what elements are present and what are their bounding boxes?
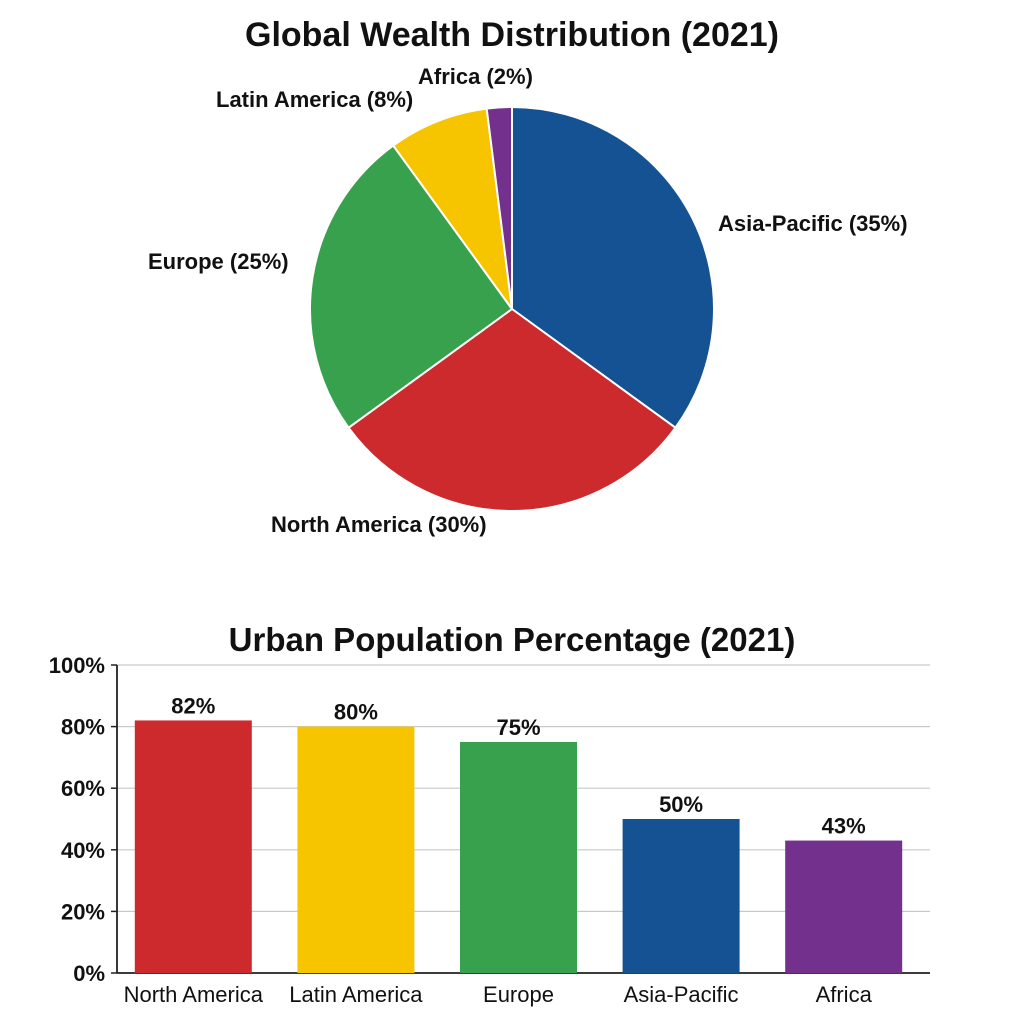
- bar-north-america: [134, 720, 252, 973]
- x-category-label: Europe: [483, 982, 554, 1007]
- pie-slice-africa: [485, 105, 513, 310]
- pie-slice-label: Asia-Pacific (35%): [718, 211, 908, 236]
- pie-chart-title: Global Wealth Distribution (2021): [245, 16, 779, 54]
- pie-slice-label: North America (30%): [271, 512, 487, 537]
- bar-latin-america: [297, 726, 415, 973]
- y-tick-label: 40%: [61, 838, 105, 863]
- pie-slice-label: Africa (2%): [418, 64, 533, 89]
- bar-chart-title: Urban Population Percentage (2021): [228, 621, 796, 658]
- x-category-label: Latin America: [289, 982, 423, 1007]
- bar-value-label: 50%: [659, 792, 703, 817]
- y-tick-label: 80%: [61, 715, 105, 740]
- bar-value-label: 82%: [171, 693, 215, 718]
- x-category-label: North America: [124, 982, 264, 1007]
- bar-value-label: 80%: [334, 700, 378, 725]
- pie-slice-latin-america: [391, 107, 513, 310]
- bar-asia-pacific: [622, 819, 740, 973]
- pie-slice-label: Europe (25%): [148, 249, 289, 274]
- y-tick-label: 20%: [61, 899, 105, 924]
- y-tick-label: 100%: [49, 653, 105, 678]
- pie-slice-asia-pacific: [511, 105, 715, 430]
- pie-chart: Asia-Pacific (35%) North America (30%) Eur…: [148, 64, 908, 537]
- bar-africa: [785, 840, 903, 973]
- bar-chart: 0% 20% 40% 60% 80% 100% 82% North America 80% Lat…: [49, 653, 930, 1007]
- pie-slice-label: Latin America (8%): [216, 87, 413, 112]
- y-tick-label: 60%: [61, 776, 105, 801]
- bar-europe: [460, 742, 577, 973]
- pie-slice-europe: [309, 144, 514, 430]
- bar-value-label: 43%: [822, 814, 866, 839]
- x-category-label: Asia-Pacific: [624, 982, 739, 1007]
- x-category-label: Africa: [816, 982, 873, 1007]
- y-tick-label: 0%: [73, 961, 105, 986]
- pie-slice-north-america: [347, 307, 677, 512]
- bar-value-label: 75%: [496, 715, 540, 740]
